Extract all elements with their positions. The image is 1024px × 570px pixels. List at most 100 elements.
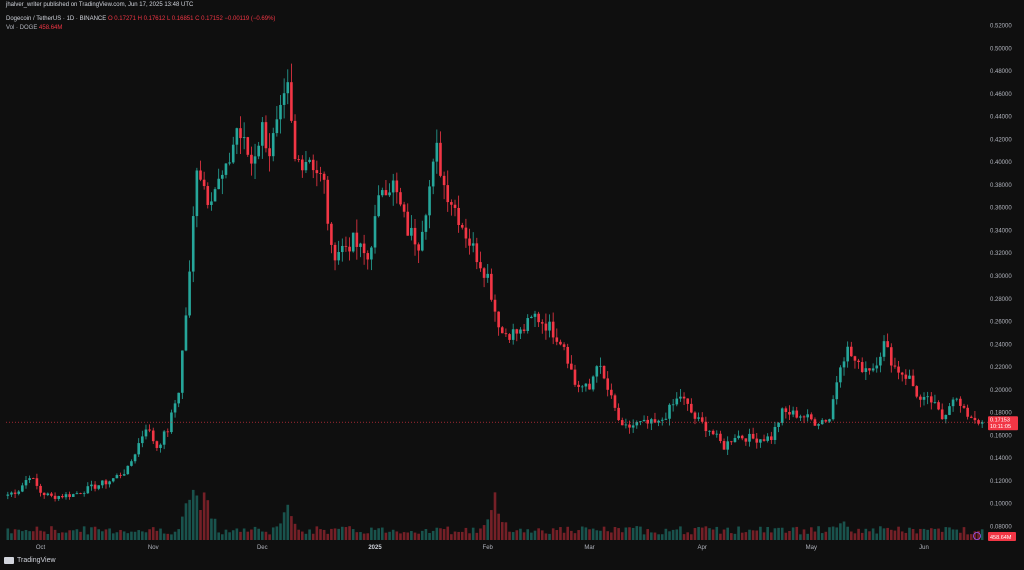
time-axis-label: May: [806, 545, 817, 551]
candle-body: [784, 408, 788, 412]
candle-body: [559, 341, 562, 345]
candle-body: [340, 245, 344, 253]
candle-body: [479, 262, 482, 269]
volume-bar: [413, 532, 417, 540]
candle-body: [766, 436, 769, 441]
candle-body: [468, 238, 471, 246]
volume-bar: [777, 527, 780, 540]
volume-bar: [799, 534, 802, 540]
volume-bar: [773, 528, 777, 540]
volume-bar: [417, 533, 420, 540]
volume-bar: [431, 530, 435, 540]
price-axis-label: 0.12000: [990, 479, 1012, 485]
volume-bar: [671, 529, 675, 540]
volume-bar: [333, 528, 337, 540]
candle-body: [537, 313, 540, 323]
candle-body: [519, 329, 522, 334]
volume-bar: [395, 531, 399, 540]
candle-body: [68, 494, 71, 497]
candle-body: [693, 412, 697, 419]
volume-bar: [184, 503, 188, 540]
candle-body: [417, 244, 420, 251]
volume-bar: [428, 532, 431, 540]
volume-bar: [969, 534, 973, 540]
volume-bar: [188, 499, 191, 540]
candle-body: [700, 417, 704, 422]
candle-body: [544, 323, 548, 331]
volume-bar: [71, 530, 75, 540]
tradingview-logo[interactable]: TradingView: [4, 557, 56, 564]
candle-body: [286, 82, 290, 94]
symbol-legend: Dogecoin / TetherUS · 1D · BINANCE O 0.1…: [6, 16, 275, 22]
volume-bar: [788, 531, 791, 540]
candle-body: [624, 424, 628, 426]
candle-body: [570, 363, 573, 370]
volume-bar: [304, 533, 308, 540]
candle-body: [788, 411, 791, 415]
candle-body: [195, 170, 199, 217]
volume-bar: [148, 529, 151, 540]
candle-body: [951, 399, 955, 407]
candle-body: [642, 419, 646, 422]
candle-body: [759, 439, 762, 443]
time-axis-label: Mar: [584, 545, 594, 551]
volume-bar: [279, 523, 282, 540]
candle-body: [908, 375, 911, 379]
candle-body: [450, 202, 453, 205]
candle-body: [799, 416, 802, 418]
volume-bar: [57, 533, 61, 540]
volume-bar: [282, 512, 286, 540]
volume-bar: [508, 531, 511, 540]
candle-body: [566, 346, 570, 364]
candle-body: [391, 180, 395, 193]
volume-bar: [839, 523, 842, 540]
price-axis-label: 0.50000: [990, 46, 1012, 52]
volume-bar: [13, 529, 17, 540]
volume-bar: [377, 528, 380, 540]
volume-bar: [940, 531, 944, 540]
price-axis-label: 0.10000: [990, 502, 1012, 508]
volume-bar: [533, 530, 537, 540]
candle-body: [831, 399, 835, 420]
candle-body: [471, 243, 475, 246]
volume-bar: [39, 530, 42, 540]
candle-body: [97, 485, 101, 489]
volume-bar: [900, 531, 904, 540]
candle-body: [940, 409, 944, 420]
candle-body: [359, 243, 362, 247]
candle-body: [806, 414, 809, 418]
volume-bar: [828, 527, 831, 540]
candle-body: [711, 430, 715, 435]
candle-body: [217, 178, 220, 190]
candle-body: [573, 369, 577, 385]
volume-bar: [955, 529, 959, 540]
candle-body: [46, 493, 50, 496]
time-axis: Oct Nov Dec 2025 Feb Mar Apr May Jun: [36, 545, 929, 551]
candle-body: [715, 433, 719, 435]
volume-bar: [959, 532, 962, 540]
volume-bar: [868, 531, 871, 540]
volume-bar: [631, 527, 635, 540]
candle-body: [617, 407, 620, 421]
volume-bar: [624, 527, 628, 540]
volume-bar: [922, 528, 926, 540]
volume-bar: [719, 533, 722, 540]
candle-body: [606, 378, 610, 390]
volume-bar: [668, 531, 671, 540]
publish-line: jhalver_writer published on TradingView.…: [6, 2, 194, 8]
volume-bar: [588, 529, 591, 540]
volume-badge-value: 458.64M: [990, 535, 1012, 541]
volume-bar: [10, 533, 13, 540]
volume-bar: [519, 528, 522, 540]
candle-body: [144, 429, 148, 437]
volume-bar: [228, 532, 231, 540]
candle-body: [250, 154, 253, 164]
volume-bar: [271, 527, 275, 540]
candle-body: [791, 410, 795, 415]
candle-body: [817, 424, 820, 426]
candle-body: [17, 491, 21, 494]
candle-body: [191, 216, 195, 272]
volume-bar: [268, 534, 271, 540]
candle-body: [304, 161, 308, 171]
